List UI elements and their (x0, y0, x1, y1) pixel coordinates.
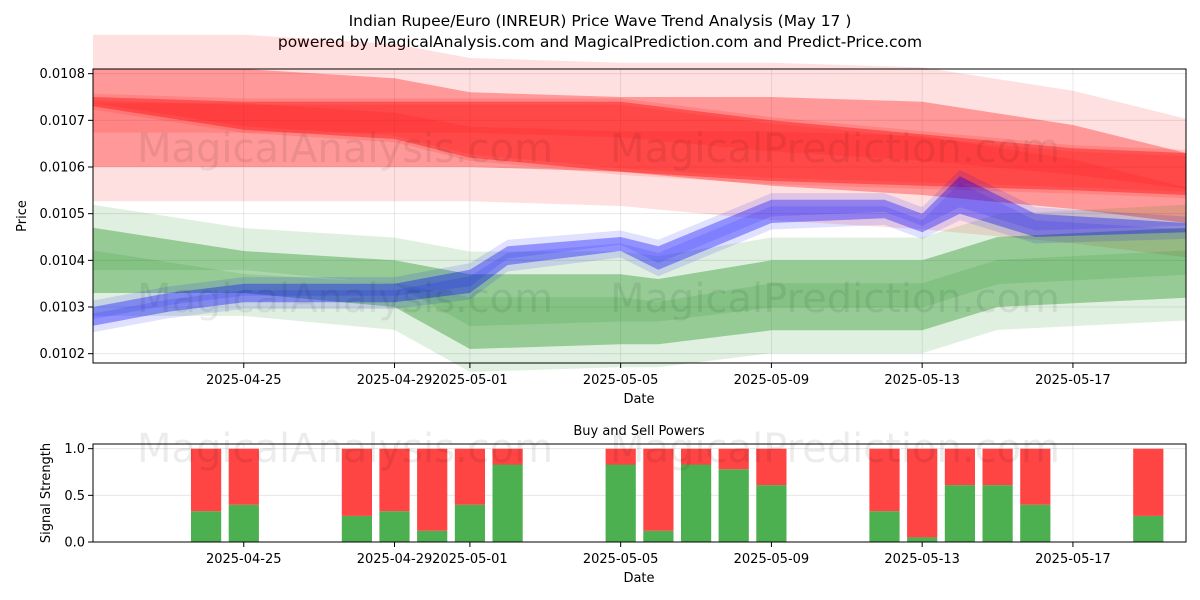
buy-bar (605, 464, 636, 542)
sell-bar (643, 448, 674, 531)
buy-bar (228, 504, 259, 542)
buy-bar (718, 469, 749, 542)
price-y-tick-label: 0.0103 (40, 301, 86, 316)
buy-bar (944, 485, 975, 542)
buy-bar (417, 530, 448, 542)
buy-bar (341, 515, 372, 542)
chart-title: Indian Rupee/Euro (INREUR) Price Wave Tr… (349, 12, 852, 30)
chart-subtitle: powered by MagicalAnalysis.com and Magic… (278, 33, 922, 51)
buy-bar (379, 511, 410, 542)
power-x-tick-label: 2025-05-01 (432, 552, 508, 567)
buy-bar (756, 485, 787, 542)
power-x-ticks: 2025-04-25 2025-04-29 2025-05-01 2025-05-05… (206, 542, 1111, 567)
watermark-analysis-top: MagicalAnalysis.com (137, 126, 553, 172)
sell-bar (417, 448, 448, 531)
power-y-tick-label: 0.0 (64, 536, 85, 551)
price-x-tick-label: 2025-05-05 (583, 373, 659, 388)
watermark-analysis-bottom: MagicalAnalysis.com (137, 426, 553, 472)
sell-bar (1020, 448, 1051, 505)
power-x-tick-label: 2025-05-17 (1035, 552, 1111, 567)
power-y-axis-label: Signal Strength (39, 443, 54, 543)
power-axes-frame (92, 443, 1187, 543)
power-x-tick-label: 2025-04-25 (206, 552, 282, 567)
price-band-shadow-green-2-0 (93, 250, 1186, 372)
price-panel: MagicalAnalysis.com MagicalPrediction.co… (15, 34, 1187, 407)
sell-bar (944, 448, 975, 486)
watermark-prediction-top: MagicalPrediction.com (610, 126, 1060, 172)
price-x-tick-label: 2025-05-13 (884, 373, 960, 388)
power-chart-title: Buy and Sell Powers (573, 424, 704, 439)
buy-bar (1020, 504, 1051, 542)
price-band-blue-3 (93, 176, 1186, 326)
buy-bar (454, 504, 485, 542)
price-band-red-0 (93, 69, 1186, 223)
power-y-tick-label: 0.5 (64, 489, 85, 504)
price-band-shadow-red-0-0 (93, 103, 1186, 258)
price-band-shadow-green-2-1 (93, 204, 1186, 327)
sell-bar (605, 448, 636, 465)
buy-bar (191, 511, 222, 542)
price-x-tick-label: 2025-04-25 (206, 373, 282, 388)
price-y-tick-label: 0.0106 (40, 161, 86, 176)
price-y-tick-label: 0.0107 (40, 114, 86, 129)
buy-bar (1133, 515, 1164, 542)
power-bars (191, 448, 1164, 542)
buy-bar (492, 464, 523, 542)
buy-bar (907, 537, 938, 542)
price-x-tick-label: 2025-05-17 (1035, 373, 1111, 388)
price-y-ticks: 0.0102 0.0103 0.0104 0.0105 0.0106 0.0107 0.01… (40, 67, 93, 362)
price-band-red-1 (93, 97, 1186, 195)
sell-bar (454, 448, 485, 505)
price-y-tick-label: 0.0105 (40, 207, 86, 222)
sell-bar (492, 448, 523, 465)
buy-bar (681, 464, 712, 542)
power-x-tick-label: 2025-05-05 (583, 552, 659, 567)
price-y-tick-label: 0.0102 (40, 347, 86, 362)
sell-bar (982, 448, 1013, 486)
sell-bar (341, 448, 372, 516)
price-band-shadow-red-0-1 (93, 34, 1186, 189)
sell-bar (869, 448, 900, 512)
sell-bar (681, 448, 712, 465)
price-x-tick-label: 2025-05-09 (734, 373, 810, 388)
price-band-shadow-red-1-0 (93, 100, 1186, 199)
buy-bar (643, 530, 674, 542)
watermark-prediction-bottom: MagicalPrediction.com (610, 426, 1060, 472)
price-band-shadow-red-1-1 (93, 93, 1186, 192)
price-axes-frame (92, 68, 1187, 364)
buy-bar (982, 485, 1013, 542)
price-y-tick-label: 0.0104 (40, 254, 86, 269)
sell-bar (1133, 448, 1164, 516)
price-bands (93, 34, 1186, 372)
price-x-tick-label: 2025-05-01 (432, 373, 508, 388)
watermark-analysis-mid: MagicalAnalysis.com (137, 276, 553, 322)
price-grid (93, 69, 1186, 363)
power-x-tick-label: 2025-04-29 (357, 552, 433, 567)
price-band-green-2 (93, 227, 1186, 349)
sell-bar (228, 448, 259, 505)
price-y-tick-label: 0.0108 (40, 67, 86, 82)
price-x-ticks: 2025-04-25 2025-04-29 2025-05-01 2025-05-05… (206, 363, 1111, 388)
price-y-axis-label: Price (15, 200, 30, 232)
buy-bar (869, 511, 900, 542)
sell-bar (379, 448, 410, 512)
sell-bar (191, 448, 222, 512)
power-x-axis-label: Date (623, 571, 654, 586)
price-band-shadow-blue-3-1 (93, 169, 1186, 320)
power-x-tick-label: 2025-05-09 (734, 552, 810, 567)
sell-bar (756, 448, 787, 486)
power-x-tick-label: 2025-05-13 (884, 552, 960, 567)
sell-bar (907, 448, 938, 538)
watermark-prediction-mid: MagicalPrediction.com (610, 276, 1060, 322)
power-panel: Buy and Sell Powers MagicalAnalysis.com … (39, 424, 1187, 586)
price-x-tick-label: 2025-04-29 (357, 373, 433, 388)
power-y-ticks: 0.0 0.5 1.0 (64, 442, 93, 551)
sell-bar (718, 448, 749, 470)
price-x-axis-label: Date (623, 392, 654, 407)
price-band-shadow-blue-3-0 (93, 182, 1186, 333)
power-y-tick-label: 1.0 (64, 442, 85, 457)
